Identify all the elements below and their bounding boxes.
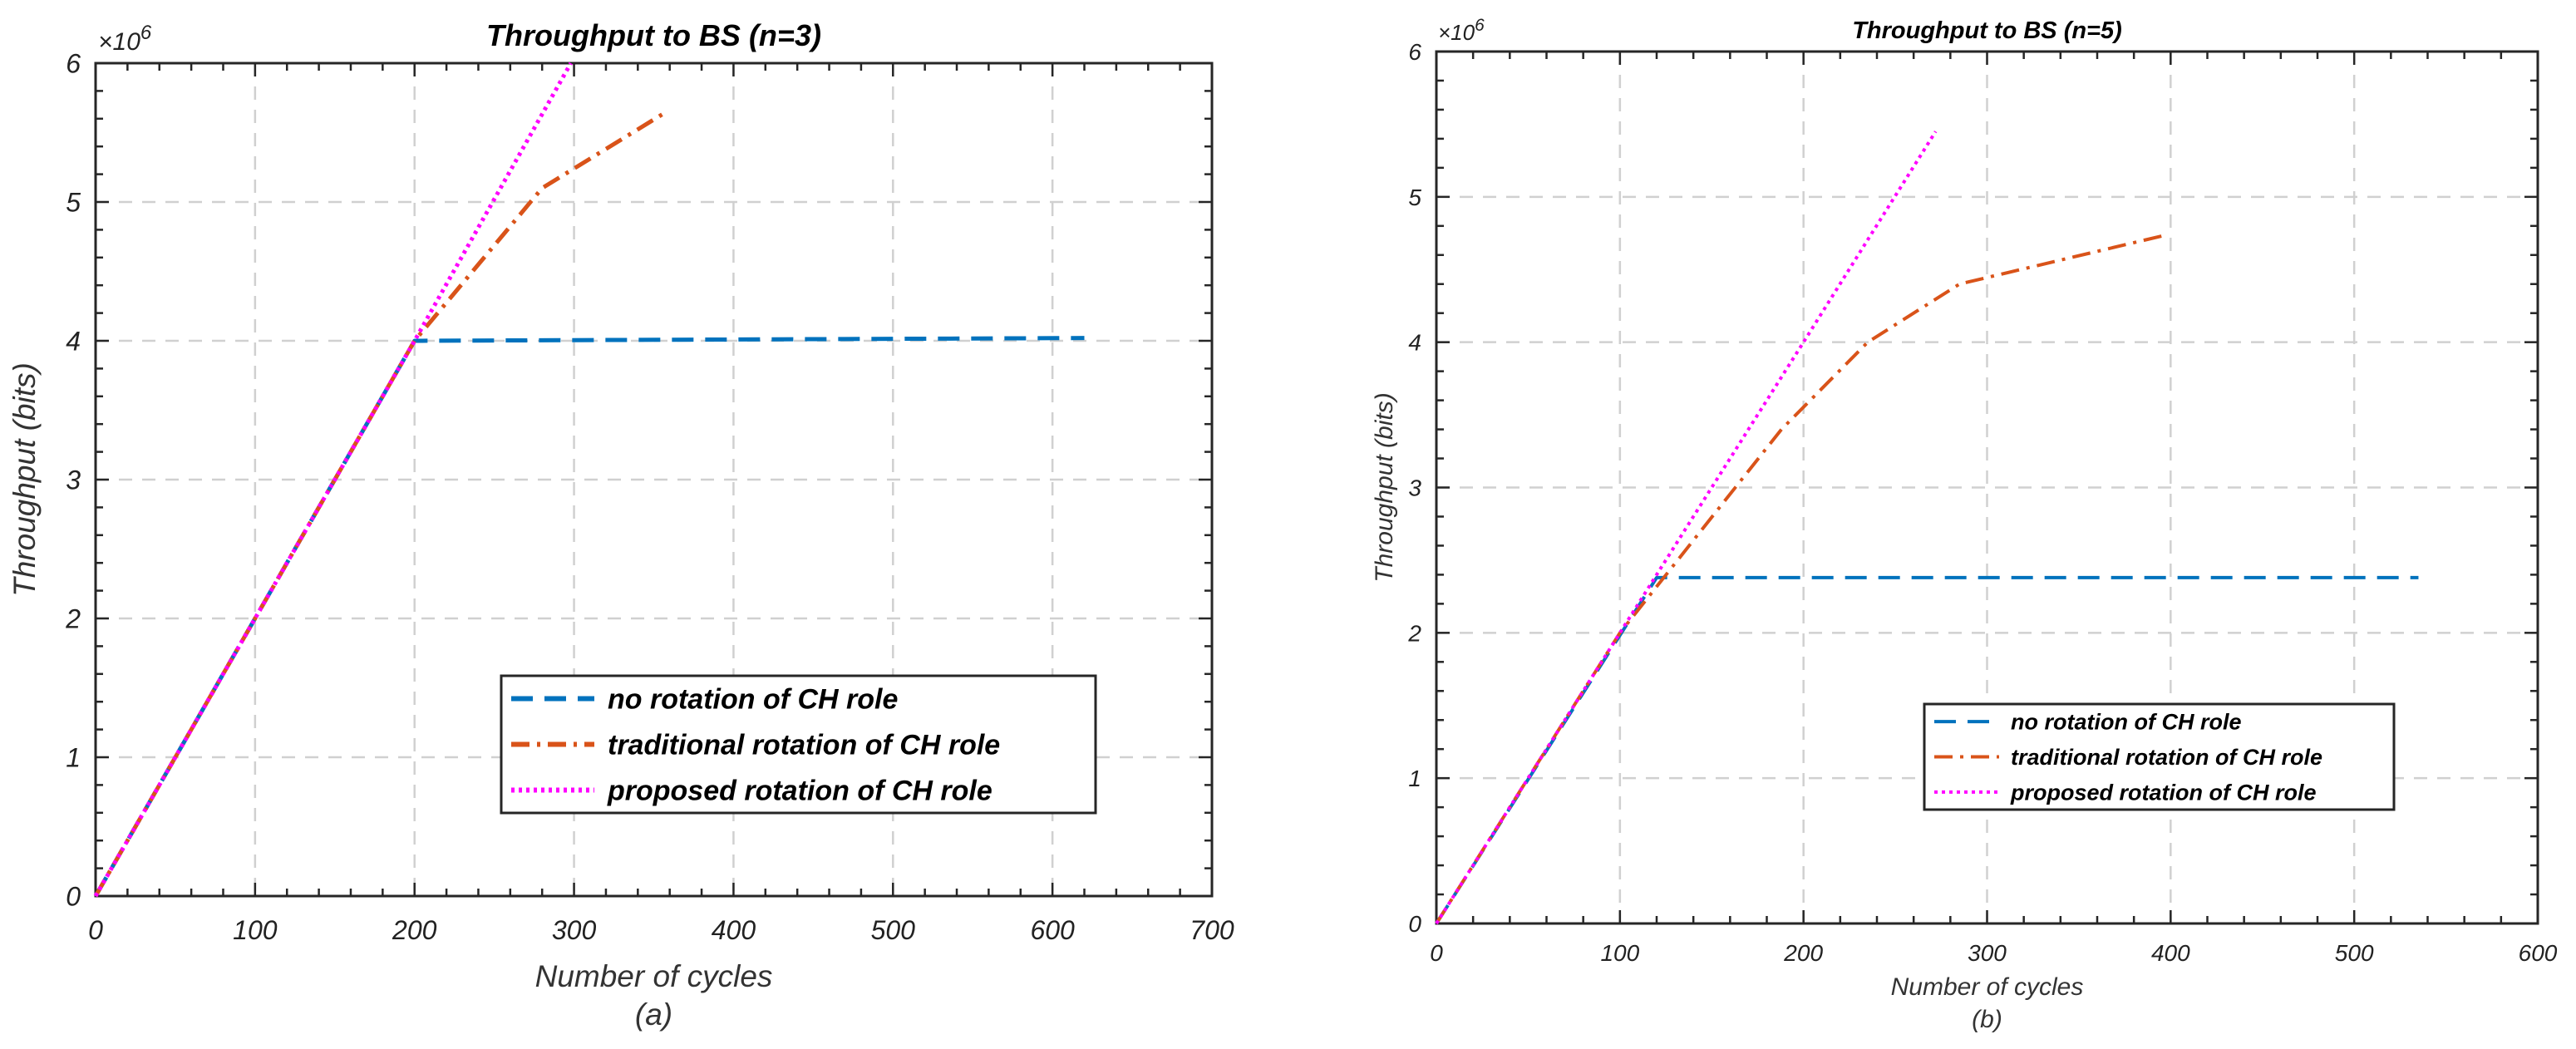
y-tick-label: 2 [1407,620,1421,646]
x-tick-label: 400 [712,915,756,945]
legend: no rotation of CH role traditional rotati… [1923,702,2396,811]
y-axis-label: Throughput (bits) [1371,392,1398,582]
legend: no rotation of CH role traditional rotati… [500,674,1097,815]
y-tick-label: 3 [1408,475,1421,501]
y-exponent-power: 6 [1475,16,1485,35]
legend-label: no rotation of CH role [2011,710,2241,735]
figure-caption: (b) [1972,1006,2002,1033]
y-tick-label: 1 [1408,766,1421,791]
x-tick-label: 300 [1968,940,2007,966]
y-tick-label: 6 [1408,39,1421,65]
chart-title: Throughput to BS (n=3) [486,18,821,52]
y-tick-label: 5 [66,188,81,218]
legend-label: proposed rotation of CH role [2010,780,2317,805]
legend-label: no rotation of CH role [608,683,898,715]
series-line-2 [93,110,668,898]
x-tick-label: 600 [1030,915,1075,945]
x-tick-label: 400 [2151,940,2190,966]
legend-label: proposed rotation of CH role [607,775,992,806]
x-tick-label: 100 [1600,940,1639,966]
y-tick-label: 5 [1408,185,1421,210]
y-tick-label: 0 [1408,911,1421,937]
y-tick-label: 3 [66,465,81,495]
x-tick-label: 0 [88,915,103,945]
x-tick-label: 500 [871,915,916,945]
x-axis-label: Number of cycles [535,959,773,993]
x-tick-label: 600 [2519,940,2558,966]
series-line-1 [93,336,1085,898]
x-tick-label: 700 [1189,915,1234,945]
legend-box [1923,702,2396,811]
y-tick-label: 0 [66,882,81,912]
x-tick-label: 200 [392,915,437,945]
x-tick-label: 300 [552,915,597,945]
y-tick-label: 1 [66,743,81,773]
y-tick-label: 4 [66,327,81,357]
x-axis-label: Number of cycles [1891,973,2084,1001]
legend-label: traditional rotation of CH role [608,729,1000,761]
figure-caption: (a) [635,997,672,1032]
y-axis-label: Throughput (bits) [7,362,42,597]
series-line-2 [1435,234,2162,925]
legend-box [500,674,1097,815]
x-tick-label: 500 [2335,940,2374,966]
chart-title: Throughput to BS (n=5) [1852,17,2122,44]
y-exponent-label: ×106 [98,22,152,57]
y-tick-label: 4 [1408,330,1421,356]
x-tick-label: 100 [233,915,278,945]
legend-label: traditional rotation of CH role [2011,745,2322,770]
y-exponent-power: 6 [140,22,152,44]
y-tick-label: 2 [65,604,81,634]
x-tick-label: 0 [1430,940,1443,966]
y-exponent-label: ×106 [1438,16,1485,46]
y-tick-label: 6 [66,49,81,79]
x-tick-label: 200 [1783,940,1823,966]
